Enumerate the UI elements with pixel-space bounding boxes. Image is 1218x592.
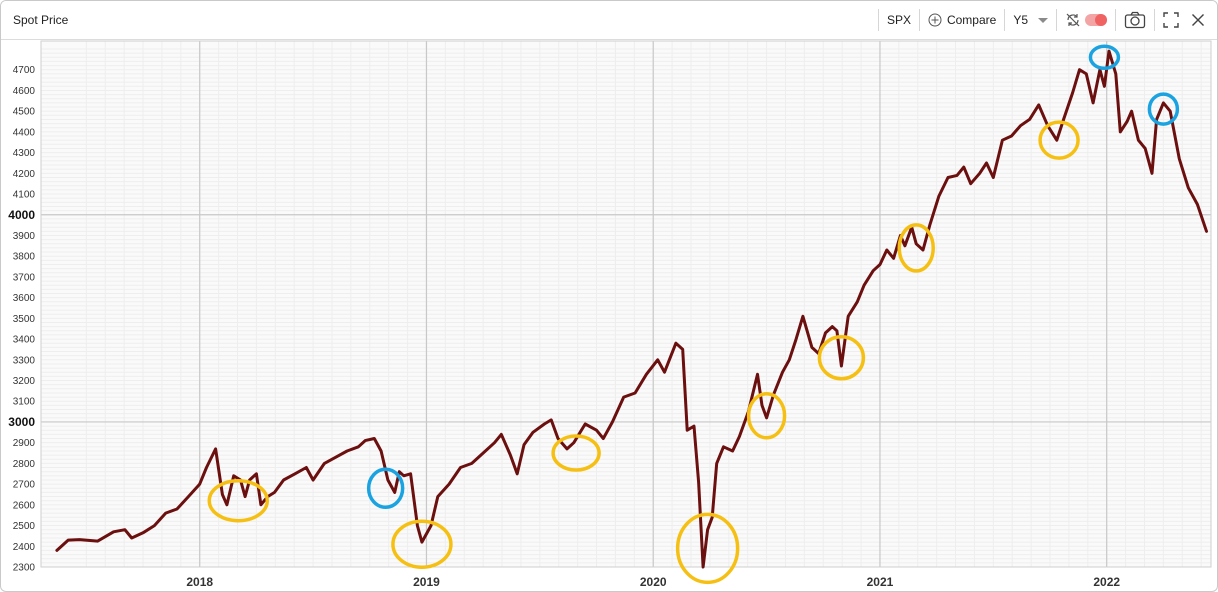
compare-label: Compare: [946, 13, 997, 27]
plot-border: [40, 40, 1212, 568]
yellow-circle-annotation: [391, 519, 453, 569]
compare-button[interactable]: Compare: [922, 1, 1002, 39]
toggle-switch[interactable]: [1085, 14, 1107, 26]
y-tick-label: 3700: [13, 272, 36, 283]
y-tick-label: 4100: [13, 190, 36, 201]
y-tick-label: 2900: [13, 438, 36, 449]
panel-header: Spot Price SPX Compare Y5: [1, 1, 1217, 40]
y-tick-label: 2600: [13, 500, 36, 511]
y-tick-label: 3100: [13, 397, 36, 408]
yellow-circle-annotation: [675, 512, 740, 585]
yellow-circle-annotation: [551, 434, 601, 472]
y-tick-label: 4400: [13, 127, 36, 138]
x-tick-label: 2019: [413, 575, 440, 589]
camera-icon: [1124, 11, 1146, 29]
toolbar-divider: [1115, 9, 1116, 31]
fullscreen-button[interactable]: [1157, 1, 1185, 39]
blue-circle-annotation: [366, 467, 405, 510]
panel-title: Spot Price: [13, 13, 69, 27]
close-icon: [1191, 13, 1205, 27]
spx-price-line: [55, 49, 1208, 569]
y-tick-label: 4500: [13, 107, 36, 118]
chevron-down-icon: [1038, 17, 1048, 23]
y-tick-label: 4600: [13, 86, 36, 97]
y-tick-label: 4200: [13, 169, 36, 180]
annotation-circles: [207, 44, 1180, 585]
range-label: Y5: [1013, 13, 1028, 27]
y-tick-label: 3000: [8, 415, 35, 429]
yellow-circle-annotation: [897, 223, 935, 273]
toolbar-divider: [1154, 9, 1155, 31]
y-tick-label: 3600: [13, 293, 36, 304]
yellow-circle-annotation: [1038, 120, 1080, 160]
y-tick-label: 3900: [13, 231, 36, 242]
range-dropdown[interactable]: Y5: [1007, 1, 1054, 39]
y-tick-label: 3200: [13, 376, 36, 387]
blue-circle-annotation: [1147, 92, 1180, 126]
toggle-knob: [1095, 14, 1107, 26]
toolbar: SPX Compare Y5: [876, 1, 1217, 39]
y-tick-label: 3800: [13, 252, 36, 263]
chart-area: 2300 2400 2500 2600 2700 2800 2900 3000 3100 3200…: [8, 40, 1212, 589]
x-axis: 2018 2019 2020 2021 2022: [186, 575, 1120, 589]
yellow-circle-annotation: [207, 478, 270, 523]
y-tick-label: 3300: [13, 355, 36, 366]
toolbar-divider: [918, 9, 920, 31]
x-tick-label: 2018: [186, 575, 213, 589]
compare-plus-icon: [928, 13, 942, 27]
ticker-selector[interactable]: SPX: [881, 1, 917, 39]
ticker-label: SPX: [886, 13, 911, 27]
toolbar-divider: [877, 9, 879, 31]
y-tick-label: 2700: [13, 480, 36, 491]
no-sync-icon: [1065, 12, 1081, 28]
toolbar-divider: [1004, 9, 1006, 31]
x-tick-label: 2021: [867, 575, 894, 589]
y-tick-label: 2300: [13, 563, 36, 574]
yellow-circle-annotation: [746, 391, 787, 440]
sync-toggle[interactable]: [1059, 1, 1113, 39]
toolbar-divider: [1056, 9, 1057, 31]
x-tick-label: 2022: [1093, 575, 1120, 589]
y-tick-label: 4300: [13, 148, 36, 159]
y-tick-label: 2400: [13, 542, 36, 553]
x-tick-label: 2020: [640, 575, 667, 589]
blue-circle-annotation: [1088, 44, 1121, 71]
y-tick-label: 2800: [13, 459, 36, 470]
y-tick-label: 3500: [13, 314, 36, 325]
screenshot-button[interactable]: [1118, 1, 1152, 39]
y-axis: 2300 2400 2500 2600 2700 2800 2900 3000 3100 3200…: [8, 65, 35, 573]
major-grid: [40, 40, 1212, 568]
y-tick-label: 3400: [13, 335, 36, 346]
y-tick-label: 4700: [13, 65, 36, 76]
y-tick-label: 2500: [13, 521, 36, 532]
yellow-circle-annotation: [817, 334, 866, 381]
close-button[interactable]: [1185, 1, 1217, 39]
fullscreen-icon: [1163, 12, 1179, 28]
y-tick-label: 4000: [8, 208, 35, 222]
